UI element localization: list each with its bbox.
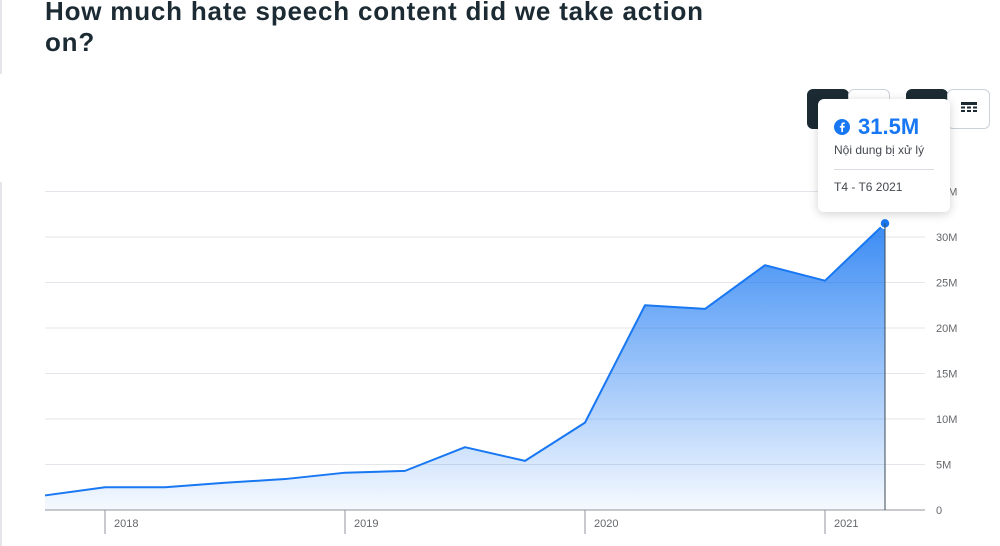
data-point[interactable] <box>282 476 288 482</box>
series-line <box>44 222 886 497</box>
data-point[interactable] <box>42 492 48 498</box>
data-point[interactable] <box>702 306 708 312</box>
y-tick-label: 20M <box>936 323 957 335</box>
left-divider-bottom <box>0 182 2 546</box>
data-point[interactable] <box>522 458 528 464</box>
y-tick-label: 10M <box>936 414 957 426</box>
data-point[interactable] <box>402 468 408 474</box>
y-tick-label: 0 <box>936 505 942 517</box>
x-tick-label: 2019 <box>354 518 378 530</box>
tooltip-value: 31.5M <box>858 114 920 139</box>
y-tick-label: 30M <box>936 232 957 244</box>
y-tick-label: 25M <box>936 278 957 290</box>
data-tooltip: 31.5M Nội dung bị xử lý T4 - T6 2021 <box>818 99 950 212</box>
data-point[interactable] <box>462 444 468 450</box>
data-point[interactable] <box>642 302 648 308</box>
data-point[interactable] <box>102 484 108 490</box>
data-point[interactable] <box>762 262 768 268</box>
data-point[interactable] <box>822 278 828 284</box>
x-tick-label: 2018 <box>114 518 138 530</box>
data-point[interactable] <box>162 484 168 490</box>
tooltip-label: Nội dung bị xử lý <box>834 143 925 157</box>
data-point[interactable] <box>222 480 228 486</box>
y-tick-label: 15M <box>936 369 957 381</box>
series-area <box>45 223 885 510</box>
facebook-icon <box>834 119 850 135</box>
table-icon[interactable] <box>959 100 979 116</box>
page-title: How much hate speech content did we take… <box>45 0 704 57</box>
x-tick-label: 2021 <box>834 518 858 530</box>
left-divider-top <box>0 0 2 74</box>
data-point[interactable] <box>582 420 588 426</box>
table-view-button[interactable] <box>947 89 990 129</box>
x-tick-label: 2020 <box>594 518 618 530</box>
y-tick-label: 5M <box>936 460 951 472</box>
tooltip-divider <box>834 169 934 170</box>
tooltip-period: T4 - T6 2021 <box>834 180 903 194</box>
data-point[interactable] <box>342 470 348 476</box>
